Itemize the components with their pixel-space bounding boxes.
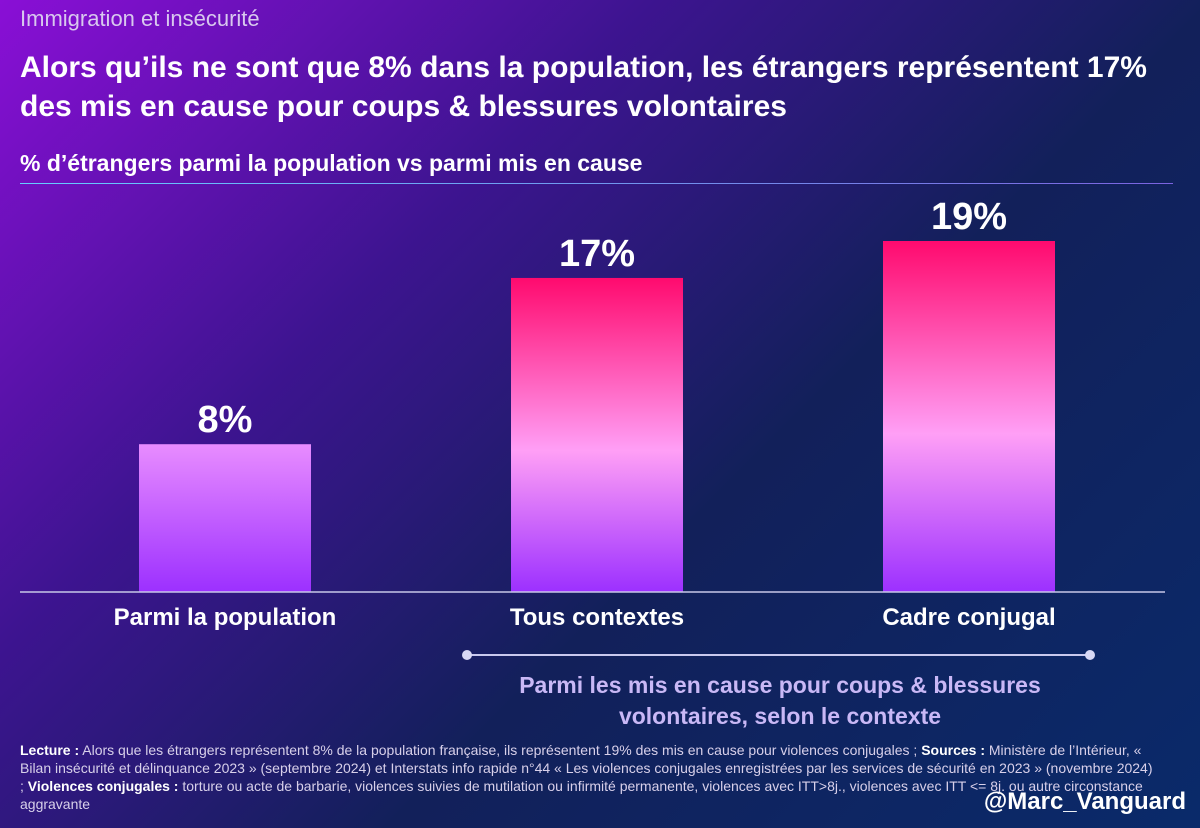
group-bracket xyxy=(462,650,1095,660)
bar-value-label-1: 8% xyxy=(198,399,253,441)
category-label-1: Parmi la population xyxy=(114,604,337,631)
author-handle: @Marc_Vanguard xyxy=(983,788,1186,815)
bar-3 xyxy=(883,241,1055,592)
subtitle-divider xyxy=(20,183,1173,184)
headline: Alors qu’ils ne sont que 8% dans la popu… xyxy=(20,51,1147,123)
group-annotation-label: Parmi les mis en cause pour coups & bles… xyxy=(519,672,1041,729)
category-label-3: Cadre conjugal xyxy=(882,604,1055,631)
footnote-sources-text: Ministère de l’Intérieur, « Bilan insécu… xyxy=(20,742,1153,794)
bar-value-label-3: 19% xyxy=(931,196,1007,238)
chart-subtitle: % d’étrangers parmi la population vs par… xyxy=(20,150,643,176)
footnote-violences-label: Violences conjugales : xyxy=(27,778,179,794)
footnote-lecture-label: Lecture : xyxy=(20,742,80,758)
bar-value-label-2: 17% xyxy=(559,233,635,275)
bar-1 xyxy=(139,444,311,592)
footnote-sources-label: Sources : xyxy=(921,742,985,758)
footnote: Lecture : Alors que les étrangers représ… xyxy=(20,741,1160,813)
footnote-violences-text: torture ou acte de barbarie, violences s… xyxy=(20,778,1143,812)
kicker: Immigration et insécurité xyxy=(20,6,260,31)
footnote-lecture-text: Alors que les étrangers représentent 8% … xyxy=(79,742,922,758)
bar-2 xyxy=(511,277,683,592)
category-label-2: Tous contextes xyxy=(510,604,684,631)
